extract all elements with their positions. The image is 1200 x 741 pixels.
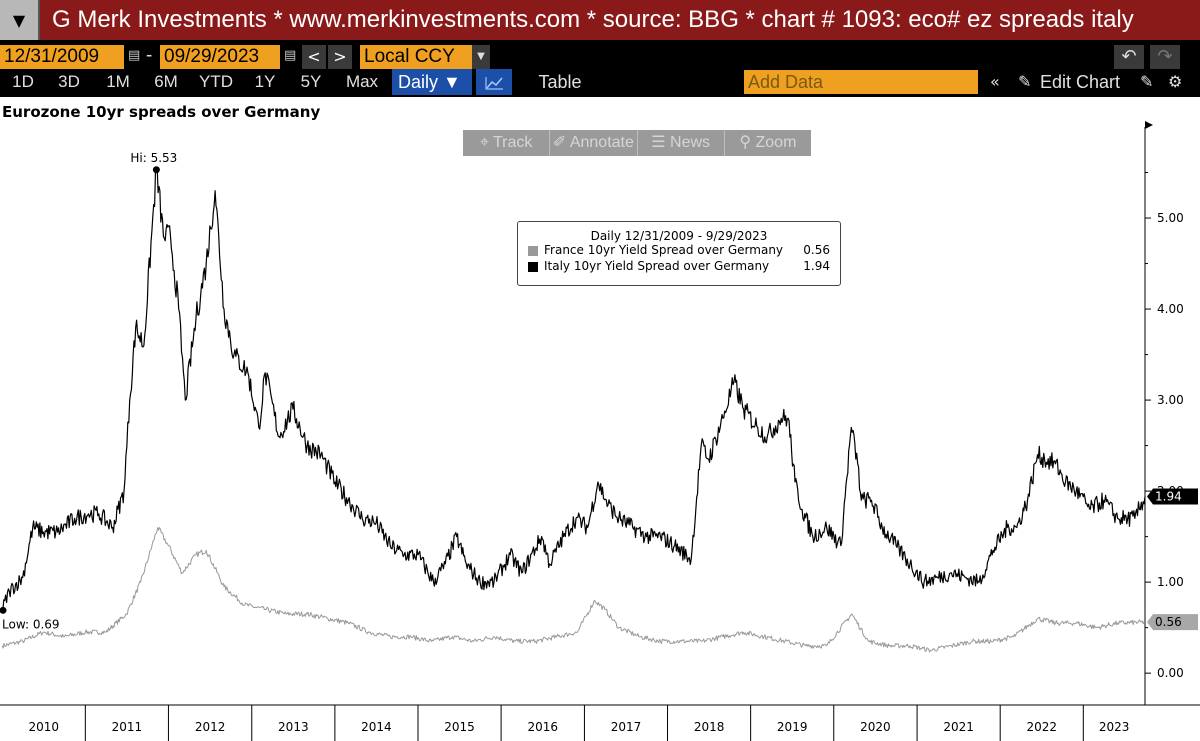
x-tick-label: 2015 bbox=[444, 720, 475, 734]
period-ytd[interactable]: YTD bbox=[199, 72, 233, 91]
add-data-input[interactable]: Add Data bbox=[744, 70, 978, 94]
legend-swatch-france bbox=[528, 246, 538, 256]
legend-value-france: 0.56 bbox=[803, 243, 830, 257]
title-bar: ▼ G Merk Investments * www.merkinvestmen… bbox=[0, 0, 1200, 40]
x-tick-label: 2020 bbox=[860, 720, 891, 734]
last-value-label: 1.94 bbox=[1155, 490, 1182, 504]
period-1d[interactable]: 1D bbox=[12, 72, 34, 91]
pencil-icon[interactable]: ✎ bbox=[1018, 72, 1032, 91]
down-triangle-icon: ▼ bbox=[12, 10, 26, 30]
last-value-label: 0.56 bbox=[1155, 615, 1182, 629]
line-chart-icon bbox=[485, 77, 503, 90]
calendar-icon[interactable]: ▤ bbox=[284, 48, 297, 63]
zoom-label: Zoom bbox=[755, 134, 797, 151]
currency-select[interactable]: Local CCY ▼ bbox=[360, 45, 490, 69]
x-tick-label: 2011 bbox=[112, 720, 143, 734]
annotate-button[interactable]: ✐ Annotate bbox=[550, 130, 638, 156]
series-line-france bbox=[1, 527, 1146, 653]
crosshair-icon: ⌖ bbox=[479, 134, 493, 151]
last-value-tag bbox=[1147, 614, 1198, 631]
series-line-italy bbox=[1, 169, 1146, 611]
x-tick-label: 2019 bbox=[777, 720, 808, 734]
low-label: Low: 0.69 bbox=[2, 617, 60, 631]
period-bar: 1D 3D 1M 6M YTD 1Y 5Y Max Daily ▼ Table … bbox=[0, 69, 1200, 95]
legend-name-france: France 10yr Yield Spread over Germany bbox=[544, 243, 784, 257]
prev-period-button[interactable]: < bbox=[302, 45, 326, 69]
line-chart-button[interactable] bbox=[476, 69, 512, 95]
magnifier-icon: ⚲ bbox=[739, 134, 756, 151]
low-marker bbox=[0, 606, 7, 614]
y-axis-arrow bbox=[1145, 121, 1153, 129]
currency-value: Local CCY bbox=[364, 46, 455, 67]
legend-entry-france: France 10yr Yield Spread over Germany 0.… bbox=[528, 243, 840, 259]
calendar-icon[interactable]: ▤ bbox=[128, 48, 141, 63]
legend-swatch-italy bbox=[528, 262, 538, 272]
chart-title: Eurozone 10yr spreads over Germany bbox=[2, 103, 321, 121]
x-tick-label: 2016 bbox=[527, 720, 558, 734]
window-title: G Merk Investments * www.merkinvestments… bbox=[52, 6, 1134, 33]
period-1y[interactable]: 1Y bbox=[254, 72, 276, 91]
period-max[interactable]: Max bbox=[345, 72, 379, 91]
chevron-down-icon: ▼ bbox=[472, 45, 490, 69]
high-label: Hi: 5.53 bbox=[130, 151, 177, 165]
high-marker bbox=[152, 166, 160, 174]
x-tick-label: 2023 bbox=[1099, 720, 1130, 734]
chart-legend: Daily 12/31/2009 - 9/29/2023 France 10yr… bbox=[517, 221, 841, 286]
pen-icon: ✐ bbox=[552, 134, 570, 151]
redo-icon[interactable]: ↷ bbox=[1150, 45, 1180, 69]
news-button[interactable]: ☰ News bbox=[638, 130, 725, 156]
news-icon: ☰ bbox=[651, 134, 671, 151]
table-button[interactable]: Table bbox=[538, 72, 582, 92]
last-value-tag bbox=[1147, 488, 1198, 505]
zoom-button[interactable]: ⚲ Zoom bbox=[725, 130, 811, 156]
x-tick-label: 2013 bbox=[278, 720, 309, 734]
annotate-label: Annotate bbox=[569, 134, 634, 151]
y-tick-label: 0.00 bbox=[1157, 666, 1184, 680]
y-tick-label: 3.00 bbox=[1157, 393, 1184, 407]
menu-button[interactable]: ▼ bbox=[0, 0, 40, 40]
x-tick-label: 2018 bbox=[694, 720, 725, 734]
x-tick-label: 2017 bbox=[611, 720, 642, 734]
edit-chart-button[interactable]: Edit Chart bbox=[1040, 72, 1121, 92]
undo-icon[interactable]: ↶ bbox=[1114, 45, 1144, 69]
y-tick-label: 1.00 bbox=[1157, 575, 1184, 589]
date-separator: - bbox=[146, 45, 153, 66]
chart-toolbar: ⌖ Track ✐ Annotate ☰ News ⚲ Zoom bbox=[463, 130, 811, 156]
legend-entry-italy: Italy 10yr Yield Spread over Germany 1.9… bbox=[528, 259, 840, 275]
track-button[interactable]: ⌖ Track bbox=[463, 130, 551, 156]
period-5y[interactable]: 5Y bbox=[300, 72, 322, 91]
chart-canvas: 0.001.002.003.004.005.002010201120122013… bbox=[0, 121, 1200, 741]
date-range-bar: 12/31/2009 ▤ - 09/29/2023 ▤ < > Local CC… bbox=[0, 44, 1200, 70]
period-1m[interactable]: 1M bbox=[106, 72, 130, 91]
period-3d[interactable]: 3D bbox=[58, 72, 80, 91]
end-date-field[interactable]: 09/29/2023 bbox=[160, 45, 280, 69]
y-tick-label: 4.00 bbox=[1157, 302, 1184, 316]
track-label: Track bbox=[493, 134, 533, 151]
legend-header: Daily 12/31/2009 - 9/29/2023 bbox=[590, 229, 768, 243]
x-tick-label: 2014 bbox=[361, 720, 392, 734]
gear-icon[interactable]: ⚙ bbox=[1168, 72, 1183, 91]
legend-name-italy: Italy 10yr Yield Spread over Germany bbox=[544, 259, 770, 273]
x-tick-label: 2022 bbox=[1026, 720, 1057, 734]
y-tick-label: 5.00 bbox=[1157, 211, 1184, 225]
edit-icon[interactable]: ✎ bbox=[1140, 72, 1154, 91]
period-6m[interactable]: 6M bbox=[154, 72, 178, 91]
next-period-button[interactable]: > bbox=[328, 45, 352, 69]
frequency-select[interactable]: Daily ▼ bbox=[392, 69, 472, 95]
start-date-field[interactable]: 12/31/2009 bbox=[0, 45, 124, 69]
news-label: News bbox=[670, 134, 711, 151]
x-tick-label: 2010 bbox=[29, 720, 60, 734]
x-tick-label: 2012 bbox=[195, 720, 226, 734]
chart-area: 0.001.002.003.004.005.002010201120122013… bbox=[0, 97, 1200, 741]
double-chevron-left-icon[interactable]: « bbox=[990, 72, 1000, 91]
x-tick-label: 2021 bbox=[943, 720, 974, 734]
legend-value-italy: 1.94 bbox=[803, 259, 830, 273]
